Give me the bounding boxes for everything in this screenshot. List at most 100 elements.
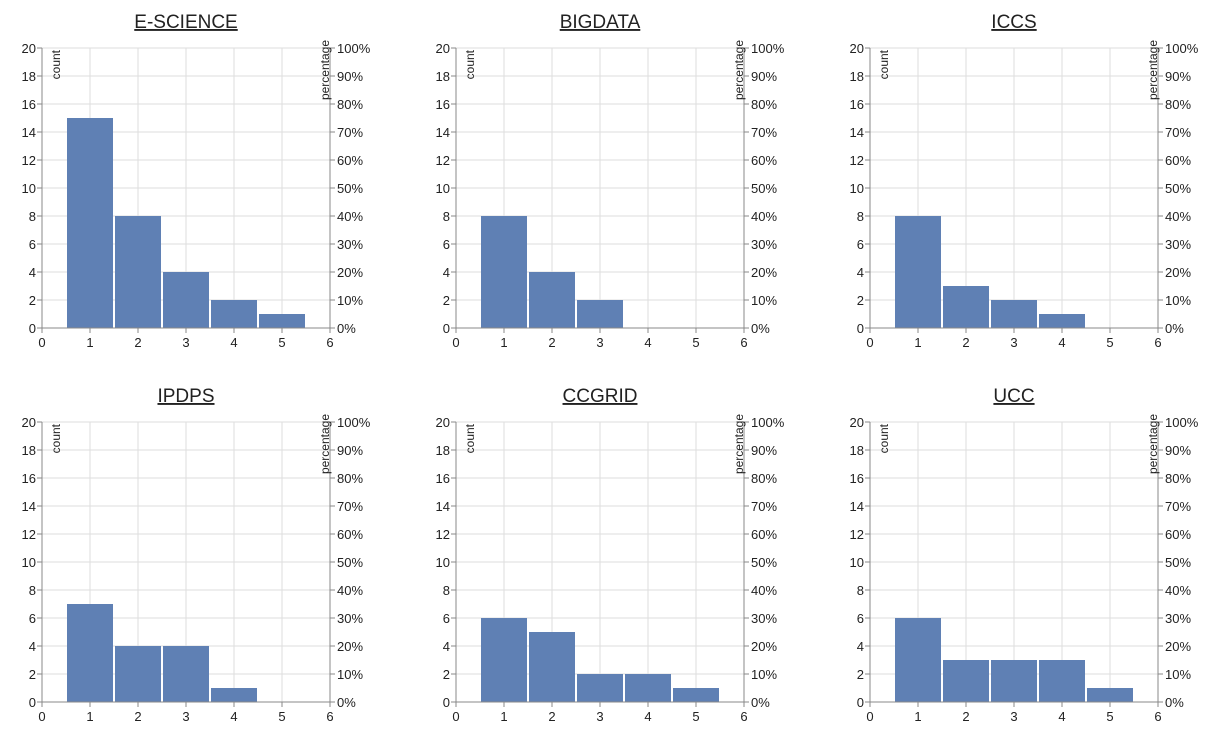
bar-x5 bbox=[1087, 688, 1133, 702]
y-tick-label: 0 bbox=[857, 321, 864, 336]
y-tick-label: 16 bbox=[22, 97, 36, 112]
y-tick-label: 2 bbox=[443, 667, 450, 682]
y2-tick-label: 20% bbox=[337, 265, 363, 280]
bar-x5 bbox=[673, 688, 719, 702]
y-tick-label: 20 bbox=[850, 415, 864, 430]
bar-x1 bbox=[481, 216, 527, 328]
y2-tick-label: 0% bbox=[337, 321, 356, 336]
bar-x4 bbox=[1039, 314, 1085, 328]
x-tick-label: 3 bbox=[596, 335, 603, 350]
y-tick-label: 6 bbox=[443, 611, 450, 626]
bar-x2 bbox=[943, 660, 989, 702]
x-tick-label: 5 bbox=[278, 709, 285, 724]
bars bbox=[481, 216, 623, 328]
y2-tick-label: 100% bbox=[1165, 41, 1199, 56]
x-tick-label: 6 bbox=[740, 709, 747, 724]
x-tick-label: 6 bbox=[326, 709, 333, 724]
x-tick-label: 2 bbox=[962, 709, 969, 724]
y-axis-label: count bbox=[49, 423, 63, 453]
x-tick-label: 4 bbox=[644, 709, 651, 724]
x-tick-label: 0 bbox=[452, 335, 459, 350]
y-tick-label: 16 bbox=[436, 97, 450, 112]
y-tick-label: 8 bbox=[29, 583, 36, 598]
y-tick-label: 14 bbox=[22, 125, 36, 140]
y-tick-label: 6 bbox=[857, 237, 864, 252]
bar-x1 bbox=[67, 118, 113, 328]
y-tick-label: 12 bbox=[436, 527, 450, 542]
y2-tick-label: 100% bbox=[337, 415, 371, 430]
y-tick-label: 8 bbox=[29, 209, 36, 224]
bar-x3 bbox=[991, 300, 1037, 328]
x-tick-label: 6 bbox=[1154, 335, 1161, 350]
x-tick-label: 1 bbox=[914, 335, 921, 350]
y-tick-label: 2 bbox=[29, 293, 36, 308]
y-tick-label: 10 bbox=[850, 555, 864, 570]
y2-tick-label: 30% bbox=[1165, 237, 1191, 252]
bar-x1 bbox=[895, 216, 941, 328]
bars bbox=[67, 604, 257, 702]
y-tick-label: 14 bbox=[22, 499, 36, 514]
chart-svg: 024681012141618200%10%20%30%40%50%60%70%… bbox=[22, 386, 371, 724]
y2-tick-label: 60% bbox=[1165, 153, 1191, 168]
y-tick-label: 12 bbox=[22, 153, 36, 168]
y-tick-label: 12 bbox=[22, 527, 36, 542]
x-tick-label: 2 bbox=[134, 709, 141, 724]
x-tick-label: 3 bbox=[1010, 335, 1017, 350]
bar-x3 bbox=[991, 660, 1037, 702]
x-tick-label: 1 bbox=[86, 709, 93, 724]
x-tick-label: 4 bbox=[644, 335, 651, 350]
y-tick-label: 8 bbox=[443, 209, 450, 224]
y2-tick-label: 0% bbox=[337, 695, 356, 710]
x-tick-label: 4 bbox=[230, 709, 237, 724]
y2-tick-label: 60% bbox=[337, 153, 363, 168]
y-tick-label: 0 bbox=[857, 695, 864, 710]
y-tick-label: 8 bbox=[443, 583, 450, 598]
chart-title: ICCS bbox=[991, 12, 1036, 33]
y2-tick-label: 50% bbox=[1165, 555, 1191, 570]
y2-tick-label: 30% bbox=[337, 611, 363, 626]
y-tick-label: 20 bbox=[436, 41, 450, 56]
y-axis-label: count bbox=[877, 423, 891, 453]
bar-x4 bbox=[211, 688, 257, 702]
x-tick-label: 5 bbox=[692, 335, 699, 350]
y2-tick-label: 40% bbox=[1165, 583, 1191, 598]
chart-svg: 024681012141618200%10%20%30%40%50%60%70%… bbox=[436, 386, 785, 724]
y-tick-label: 8 bbox=[857, 209, 864, 224]
y2-tick-label: 80% bbox=[1165, 471, 1191, 486]
chart-svg: 024681012141618200%10%20%30%40%50%60%70%… bbox=[850, 386, 1199, 724]
bar-x3 bbox=[163, 272, 209, 328]
y2-tick-label: 50% bbox=[337, 181, 363, 196]
y-tick-label: 4 bbox=[443, 265, 450, 280]
y-tick-label: 0 bbox=[29, 695, 36, 710]
y2-tick-label: 20% bbox=[1165, 265, 1191, 280]
y-tick-label: 20 bbox=[436, 415, 450, 430]
bar-x3 bbox=[163, 646, 209, 702]
x-tick-label: 4 bbox=[1058, 709, 1065, 724]
y-tick-label: 16 bbox=[850, 97, 864, 112]
bar-x3 bbox=[577, 674, 623, 702]
y-tick-label: 18 bbox=[436, 69, 450, 84]
y2-tick-label: 0% bbox=[751, 695, 770, 710]
bar-x4 bbox=[1039, 660, 1085, 702]
y-tick-label: 12 bbox=[850, 153, 864, 168]
y-tick-label: 10 bbox=[436, 555, 450, 570]
chart-title: UCC bbox=[993, 386, 1034, 407]
y2-tick-label: 70% bbox=[751, 499, 777, 514]
y-tick-label: 6 bbox=[29, 611, 36, 626]
y2-tick-label: 30% bbox=[751, 611, 777, 626]
y2-axis-label: percentage bbox=[732, 40, 746, 100]
y2-tick-label: 20% bbox=[337, 639, 363, 654]
y-axis-label: count bbox=[877, 49, 891, 79]
y-tick-label: 4 bbox=[29, 639, 36, 654]
y2-tick-label: 100% bbox=[751, 415, 785, 430]
y-tick-label: 16 bbox=[22, 471, 36, 486]
x-tick-label: 5 bbox=[1106, 709, 1113, 724]
x-tick-label: 5 bbox=[1106, 335, 1113, 350]
y2-tick-label: 80% bbox=[337, 471, 363, 486]
y-tick-label: 12 bbox=[436, 153, 450, 168]
y2-tick-label: 90% bbox=[337, 69, 363, 84]
y2-tick-label: 70% bbox=[1165, 125, 1191, 140]
bar-x1 bbox=[67, 604, 113, 702]
y-tick-label: 6 bbox=[443, 237, 450, 252]
y2-tick-label: 10% bbox=[1165, 293, 1191, 308]
